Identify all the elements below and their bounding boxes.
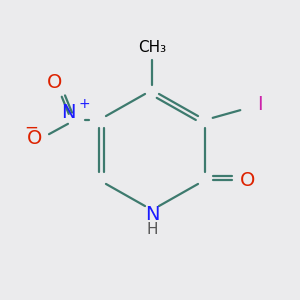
Text: O: O [240, 170, 256, 190]
Text: CH₃: CH₃ [138, 40, 166, 56]
Text: O: O [47, 73, 63, 92]
Text: H: H [146, 221, 158, 236]
Text: O: O [27, 128, 43, 148]
Text: N: N [61, 103, 75, 122]
Text: +: + [78, 97, 90, 111]
Text: I: I [257, 95, 263, 115]
Text: N: N [145, 205, 159, 224]
Text: −: − [24, 119, 38, 137]
